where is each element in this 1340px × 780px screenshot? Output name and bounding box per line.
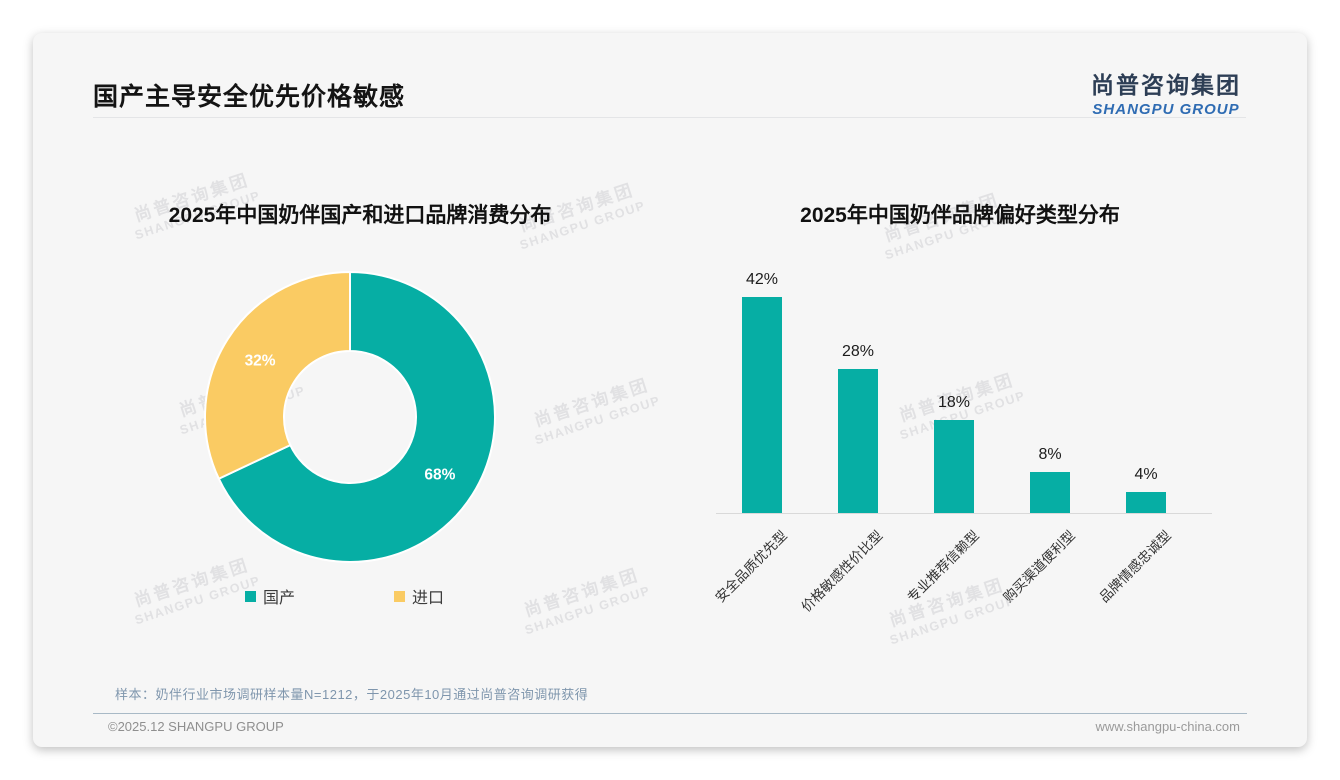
website-url: www.shangpu-china.com: [1095, 719, 1240, 734]
bar-value-label: 42%: [745, 271, 779, 288]
bar-value-label: 8%: [1038, 446, 1062, 463]
donut-slice-国产: [217, 271, 496, 563]
bar-value-label: 28%: [841, 343, 875, 360]
brand-logo: 尚普咨询集团 SHANGPU GROUP: [1091, 66, 1241, 118]
bar-chart-title: 2025年中国奶伴品牌偏好类型分布: [800, 204, 1120, 227]
bar-购买渠道便利型: [1030, 472, 1070, 513]
footer-divider: [93, 713, 1247, 714]
donut-chart-title: 2025年中国奶伴国产和进口品牌消费分布: [168, 204, 552, 227]
bar-category-labels: 安全品质优先型 价格敏感性价比型 专业推荐信赖型 购买渠道便利型 品牌情感忠诚型: [712, 525, 1212, 665]
legend-item-进口: 进口: [394, 584, 444, 608]
donut-slice-进口: [204, 271, 351, 480]
legend-item-国产: 国产: [245, 584, 295, 608]
bar-category-label: 专业推荐信赖型: [904, 527, 982, 606]
donut-chart: 68% 32%: [204, 271, 496, 563]
legend-swatch: [394, 590, 406, 602]
bar-value-label: 18%: [937, 394, 971, 411]
legend-label: 进口: [412, 590, 445, 607]
bar-chart: 42% 28% 18% 8% 4%: [716, 265, 1212, 514]
copyright-text: ©2025.12 SHANGPU GROUP: [108, 719, 284, 734]
page-title: 国产主导安全优先价格敏感: [93, 83, 406, 111]
x-axis-line: [716, 513, 1212, 514]
slide-card: 尚普咨询集团 SHANGPU GROUP 尚普咨询集团 SHANGPU GROUP 尚普…: [33, 33, 1307, 747]
header-divider: [93, 117, 1246, 118]
bar-value-label: 4%: [1134, 466, 1158, 483]
donut-legend: 国产 进口: [245, 584, 444, 608]
legend-swatch: [245, 590, 256, 602]
bar-专业推荐信赖型: [934, 420, 974, 513]
donut-slice-label: 32%: [245, 352, 276, 369]
bar-价格敏感性价比型: [838, 369, 878, 513]
bar-安全品质优先型: [742, 297, 782, 513]
bar-category-label: 价格敏感性价比型: [798, 527, 886, 615]
bar-category-label: 安全品质优先型: [712, 527, 790, 606]
bar-category-label: 购买渠道便利型: [1000, 527, 1078, 606]
donut-slice-label: 68%: [424, 467, 455, 484]
legend-label: 国产: [263, 590, 296, 607]
sample-note: 样本：奶伴行业市场调研样本量N=1212，于2025年10月通过尚普咨询调研获得: [115, 687, 589, 702]
bar-category-label: 品牌情感忠诚型: [1096, 527, 1174, 606]
bar-品牌情感忠诚型: [1126, 492, 1166, 513]
brand-logo-english: SHANGPU GROUP: [1092, 101, 1240, 118]
brand-logo-chinese: 尚普咨询集团: [1091, 72, 1241, 98]
